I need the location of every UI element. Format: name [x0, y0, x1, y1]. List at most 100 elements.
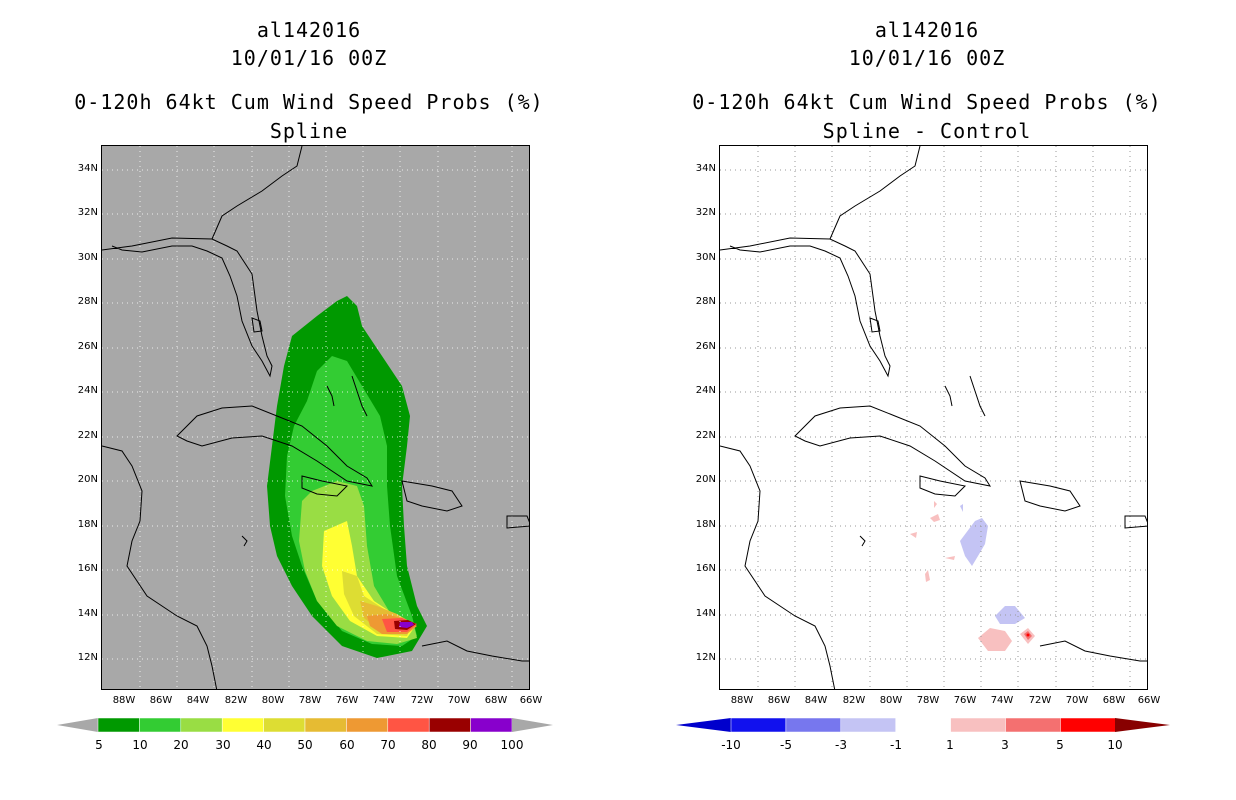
- contour-100: [399, 622, 414, 628]
- colorbar-swatch: [1060, 717, 1116, 733]
- lat-label: 22N: [77, 430, 98, 441]
- lon-label: 74W: [372, 695, 396, 706]
- lat-label: 16N: [695, 563, 716, 574]
- lon-label: 76W: [335, 695, 359, 706]
- colorbar-swatch: [97, 717, 140, 733]
- colorbar-label: 5: [1056, 738, 1064, 752]
- lat-label: 12N: [77, 652, 98, 663]
- colorbar-swatch: [785, 717, 842, 733]
- lon-label: 82W: [842, 695, 866, 706]
- lon-label: 76W: [953, 695, 977, 706]
- lat-label: 24N: [695, 385, 716, 396]
- colorbar-label: 20: [173, 738, 189, 752]
- colorbar-swatch: [221, 717, 264, 733]
- datetime: 10/01/16 00Z: [848, 46, 1006, 70]
- lat-label: 20N: [77, 474, 98, 485]
- lon-label: 72W: [1028, 695, 1052, 706]
- colorbar-swatch: [139, 717, 182, 733]
- colorbar-label: -1: [890, 738, 902, 752]
- colorbar-label: 70: [380, 738, 396, 752]
- colorbar-label: 30: [215, 738, 231, 752]
- prob-contours: [267, 296, 427, 658]
- lon-label: 80W: [261, 695, 285, 706]
- lat-label: 14N: [695, 608, 716, 619]
- colorbar-label: 90: [462, 738, 478, 752]
- lon-label: 78W: [298, 695, 322, 706]
- lon-label: 68W: [1102, 695, 1126, 706]
- lon-label: 78W: [916, 695, 940, 706]
- panel-subtitle: Spline: [269, 119, 349, 143]
- lat-label: 12N: [695, 652, 716, 663]
- contour-30: [322, 521, 414, 638]
- colorbar-swatch: [895, 717, 951, 733]
- lon-label: 66W: [519, 695, 543, 706]
- lon-label: 84W: [804, 695, 828, 706]
- colorbar-swatch: [387, 717, 430, 733]
- colorbar-swatch: [840, 717, 896, 733]
- lat-label: 28N: [77, 296, 98, 307]
- diff-pos-blob-4: [910, 532, 917, 538]
- lat-label: 26N: [77, 341, 98, 352]
- colorbar-label: 5: [95, 738, 103, 752]
- diff-pos-blob-1: [978, 628, 1012, 651]
- colorbar-swatch: [950, 717, 1006, 733]
- colorbar-swatch: [346, 717, 389, 733]
- colorbar-label: 40: [256, 738, 272, 752]
- diff-neg-blob-1: [960, 518, 988, 566]
- lon-label: 70W: [447, 695, 471, 706]
- coastlines: [102, 146, 529, 689]
- lon-label: 70W: [1065, 695, 1089, 706]
- diff-contours: [910, 501, 1035, 651]
- colorbar-swatch: [428, 717, 471, 733]
- probability-map: [101, 145, 530, 690]
- colorbar-label: -10: [721, 738, 741, 752]
- lon-label: 86W: [767, 695, 791, 706]
- lat-label: 14N: [77, 608, 98, 619]
- colorbar-label: 50: [297, 738, 313, 752]
- lat-label: 20N: [695, 474, 716, 485]
- lon-label: 82W: [224, 695, 248, 706]
- difference-map: [719, 145, 1148, 690]
- colorbar-right: [676, 717, 1170, 733]
- grid-lines: [720, 146, 1147, 689]
- lon-label: 66W: [1137, 695, 1161, 706]
- colorbar-label: 80: [421, 738, 437, 752]
- diff-pos-blob-5: [925, 570, 930, 582]
- colorbar-swatch: [304, 717, 347, 733]
- lon-label: 72W: [410, 695, 434, 706]
- lat-label: 28N: [695, 296, 716, 307]
- map-svg: [102, 146, 529, 689]
- lon-label: 68W: [484, 695, 508, 706]
- diff-pos-blob-7: [934, 501, 937, 508]
- product-title: 0-120h 64kt Cum Wind Speed Probs (%): [692, 90, 1162, 114]
- lat-label: 18N: [77, 519, 98, 530]
- colorbar-swatch: [180, 717, 223, 733]
- lat-label: 30N: [695, 252, 716, 263]
- lat-label: 24N: [77, 385, 98, 396]
- lon-label: 74W: [990, 695, 1014, 706]
- lat-label: 26N: [695, 341, 716, 352]
- lon-label: 88W: [730, 695, 754, 706]
- lat-label: 32N: [695, 207, 716, 218]
- colorbar-label: 60: [339, 738, 355, 752]
- colorbar-label: 3: [1001, 738, 1009, 752]
- panel-subtitle: Spline - Control: [822, 119, 1032, 143]
- diff-pos-blob-6: [945, 556, 955, 560]
- lon-label: 88W: [112, 695, 136, 706]
- storm-id: al142016: [874, 18, 980, 42]
- coastlines: [720, 146, 1147, 689]
- lat-label: 30N: [77, 252, 98, 263]
- colorbar-label: 10: [1107, 738, 1123, 752]
- lat-label: 16N: [77, 563, 98, 574]
- colorbar-label: -3: [835, 738, 847, 752]
- lon-label: 84W: [186, 695, 210, 706]
- lat-label: 22N: [695, 430, 716, 441]
- datetime: 10/01/16 00Z: [230, 46, 388, 70]
- map-svg: [720, 146, 1147, 689]
- colorbar-label: 100: [500, 738, 524, 752]
- diff-neg-blob-3: [960, 504, 963, 512]
- storm-id: al142016: [256, 18, 362, 42]
- lon-label: 86W: [149, 695, 173, 706]
- colorbar-label: 1: [946, 738, 954, 752]
- product-title: 0-120h 64kt Cum Wind Speed Probs (%): [74, 90, 544, 114]
